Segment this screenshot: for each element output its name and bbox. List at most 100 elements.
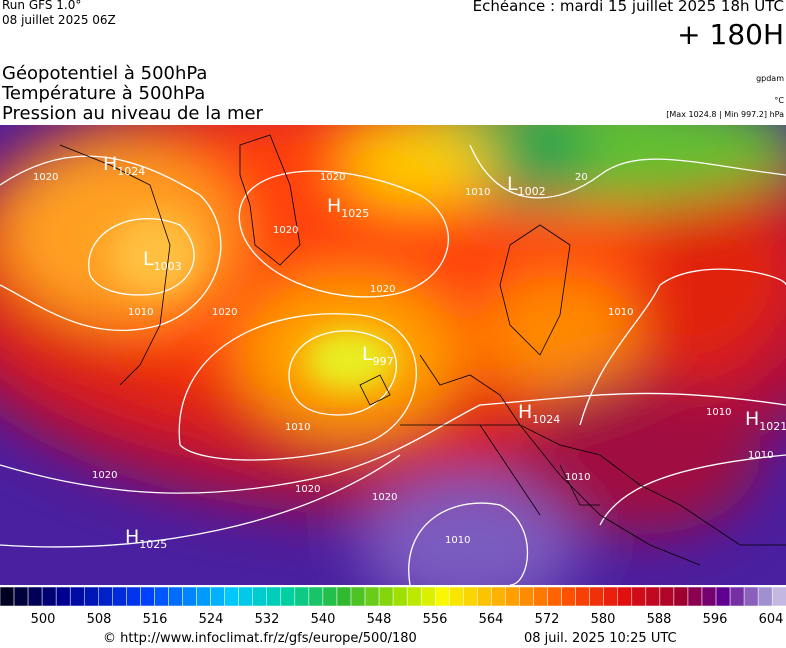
center-value: 1021: [759, 420, 786, 433]
color-cell: [69, 586, 85, 607]
isobar-label: 1010: [285, 422, 310, 433]
color-cell: [182, 586, 197, 607]
field: [305, 330, 395, 390]
color-cell: [729, 586, 745, 607]
color-cell: [27, 586, 43, 607]
color-cell: [449, 586, 464, 607]
color-cell: [98, 586, 113, 607]
color-cell: [252, 586, 268, 607]
color-cell: [603, 586, 619, 607]
run-date: 08 juillet 2025 06Z: [2, 13, 116, 27]
color-cell: [645, 586, 661, 607]
scale-label: 508: [87, 612, 112, 627]
coastlines: [59, 134, 786, 566]
center-value: 1025: [341, 207, 369, 220]
color-cell: [210, 586, 225, 607]
isobar-label: 1020: [92, 470, 117, 481]
title: Température à 500hPa: [2, 83, 206, 104]
pressure-center: H1024: [103, 153, 145, 178]
title: Pression au niveau de la mer: [2, 103, 263, 124]
color-cell: [631, 586, 647, 607]
color-cell: [238, 586, 253, 607]
center-kind: L: [507, 173, 518, 195]
isobar-label: 1020: [273, 225, 298, 236]
color-cell: [715, 586, 731, 607]
center-value: 1025: [139, 538, 167, 551]
color-cell: [434, 586, 450, 607]
color-cell: [55, 586, 71, 607]
color-cell: [154, 586, 169, 607]
color-cell: [224, 586, 239, 607]
color-cell: [491, 586, 506, 607]
isobar-label: 20: [575, 172, 588, 183]
center-kind: H: [103, 153, 117, 175]
color-cell: [140, 586, 155, 607]
color-cell: [743, 586, 759, 607]
center-value: 1002: [518, 185, 546, 198]
pressure-center: L997: [362, 343, 394, 368]
isobar-label: 1020: [295, 484, 320, 495]
color-cell: [168, 586, 183, 607]
scale-label: 572: [535, 612, 560, 627]
field: [0, 125, 786, 585]
color-cell: [687, 586, 703, 607]
center-kind: L: [143, 248, 154, 270]
generated: 08 juil. 2025 10:25 UTC: [524, 631, 677, 646]
color-cell: [350, 586, 366, 607]
isobar-label: 1020: [212, 307, 237, 318]
center-kind: L: [362, 343, 373, 365]
scale-label: 604: [759, 612, 784, 627]
color-cell: [378, 586, 394, 607]
scale-label: 580: [591, 612, 616, 627]
pressure-center: H1021: [745, 408, 786, 433]
color-cell: [308, 586, 324, 607]
isobar-label: 1020: [372, 492, 397, 503]
color-cell: [126, 586, 141, 607]
isobar-label: 1020: [33, 172, 58, 183]
color-cell: [322, 586, 338, 607]
isobar-label: 1010: [706, 407, 731, 418]
isobar-label: 1020: [370, 284, 395, 295]
color-cell: [0, 586, 15, 607]
color-cell: [13, 586, 29, 607]
color-cell: [83, 586, 99, 607]
title: Géopotentiel à 500hPa: [2, 63, 208, 84]
scale-label: 564: [479, 612, 504, 627]
center-kind: H: [518, 401, 532, 423]
color-cell: [757, 586, 773, 607]
color-cell: [463, 586, 478, 607]
color-cell: [659, 586, 675, 607]
color-cell: [701, 586, 717, 607]
color-cell: [589, 586, 604, 607]
color-cell: [477, 586, 492, 607]
isobar-label: 1010: [565, 472, 590, 483]
scale-label: 532: [255, 612, 280, 627]
run: Run GFS 1.0°: [2, 0, 82, 12]
center-value: 1003: [154, 260, 182, 273]
pressure-center: H1024: [518, 401, 560, 426]
valid-time: Echéance : mardi 15 juillet 2025 18h UTC: [472, 0, 784, 15]
color-cell: [617, 586, 633, 607]
center-value: 997: [373, 355, 394, 368]
center-value: 1024: [532, 413, 560, 426]
isobar-label: 1010: [465, 187, 490, 198]
scale-label: 596: [703, 612, 728, 627]
source: © http://www.infoclimat.fr/z/gfs/europe/…: [103, 631, 417, 646]
field: [110, 215, 200, 295]
color-scale: 500 508 516 524 532 540 548 556 564 572 580 588 596 6…: [0, 586, 786, 627]
unit: [Max 1024.8 | Min 997.2] hPa: [666, 110, 784, 119]
isobar-label: 1020: [320, 172, 345, 183]
scale-label: 540: [311, 612, 336, 627]
color-cell: [561, 586, 576, 607]
color-cell: [266, 586, 282, 607]
color-cell: [280, 586, 296, 607]
scale-label: 548: [367, 612, 392, 627]
color-cell: [505, 586, 520, 607]
center-kind: H: [327, 195, 341, 217]
color-cell: [196, 586, 211, 607]
isobar-label: 1010: [608, 307, 633, 318]
center-value: 1024: [117, 165, 145, 178]
pressure-center: H1025: [327, 195, 369, 220]
